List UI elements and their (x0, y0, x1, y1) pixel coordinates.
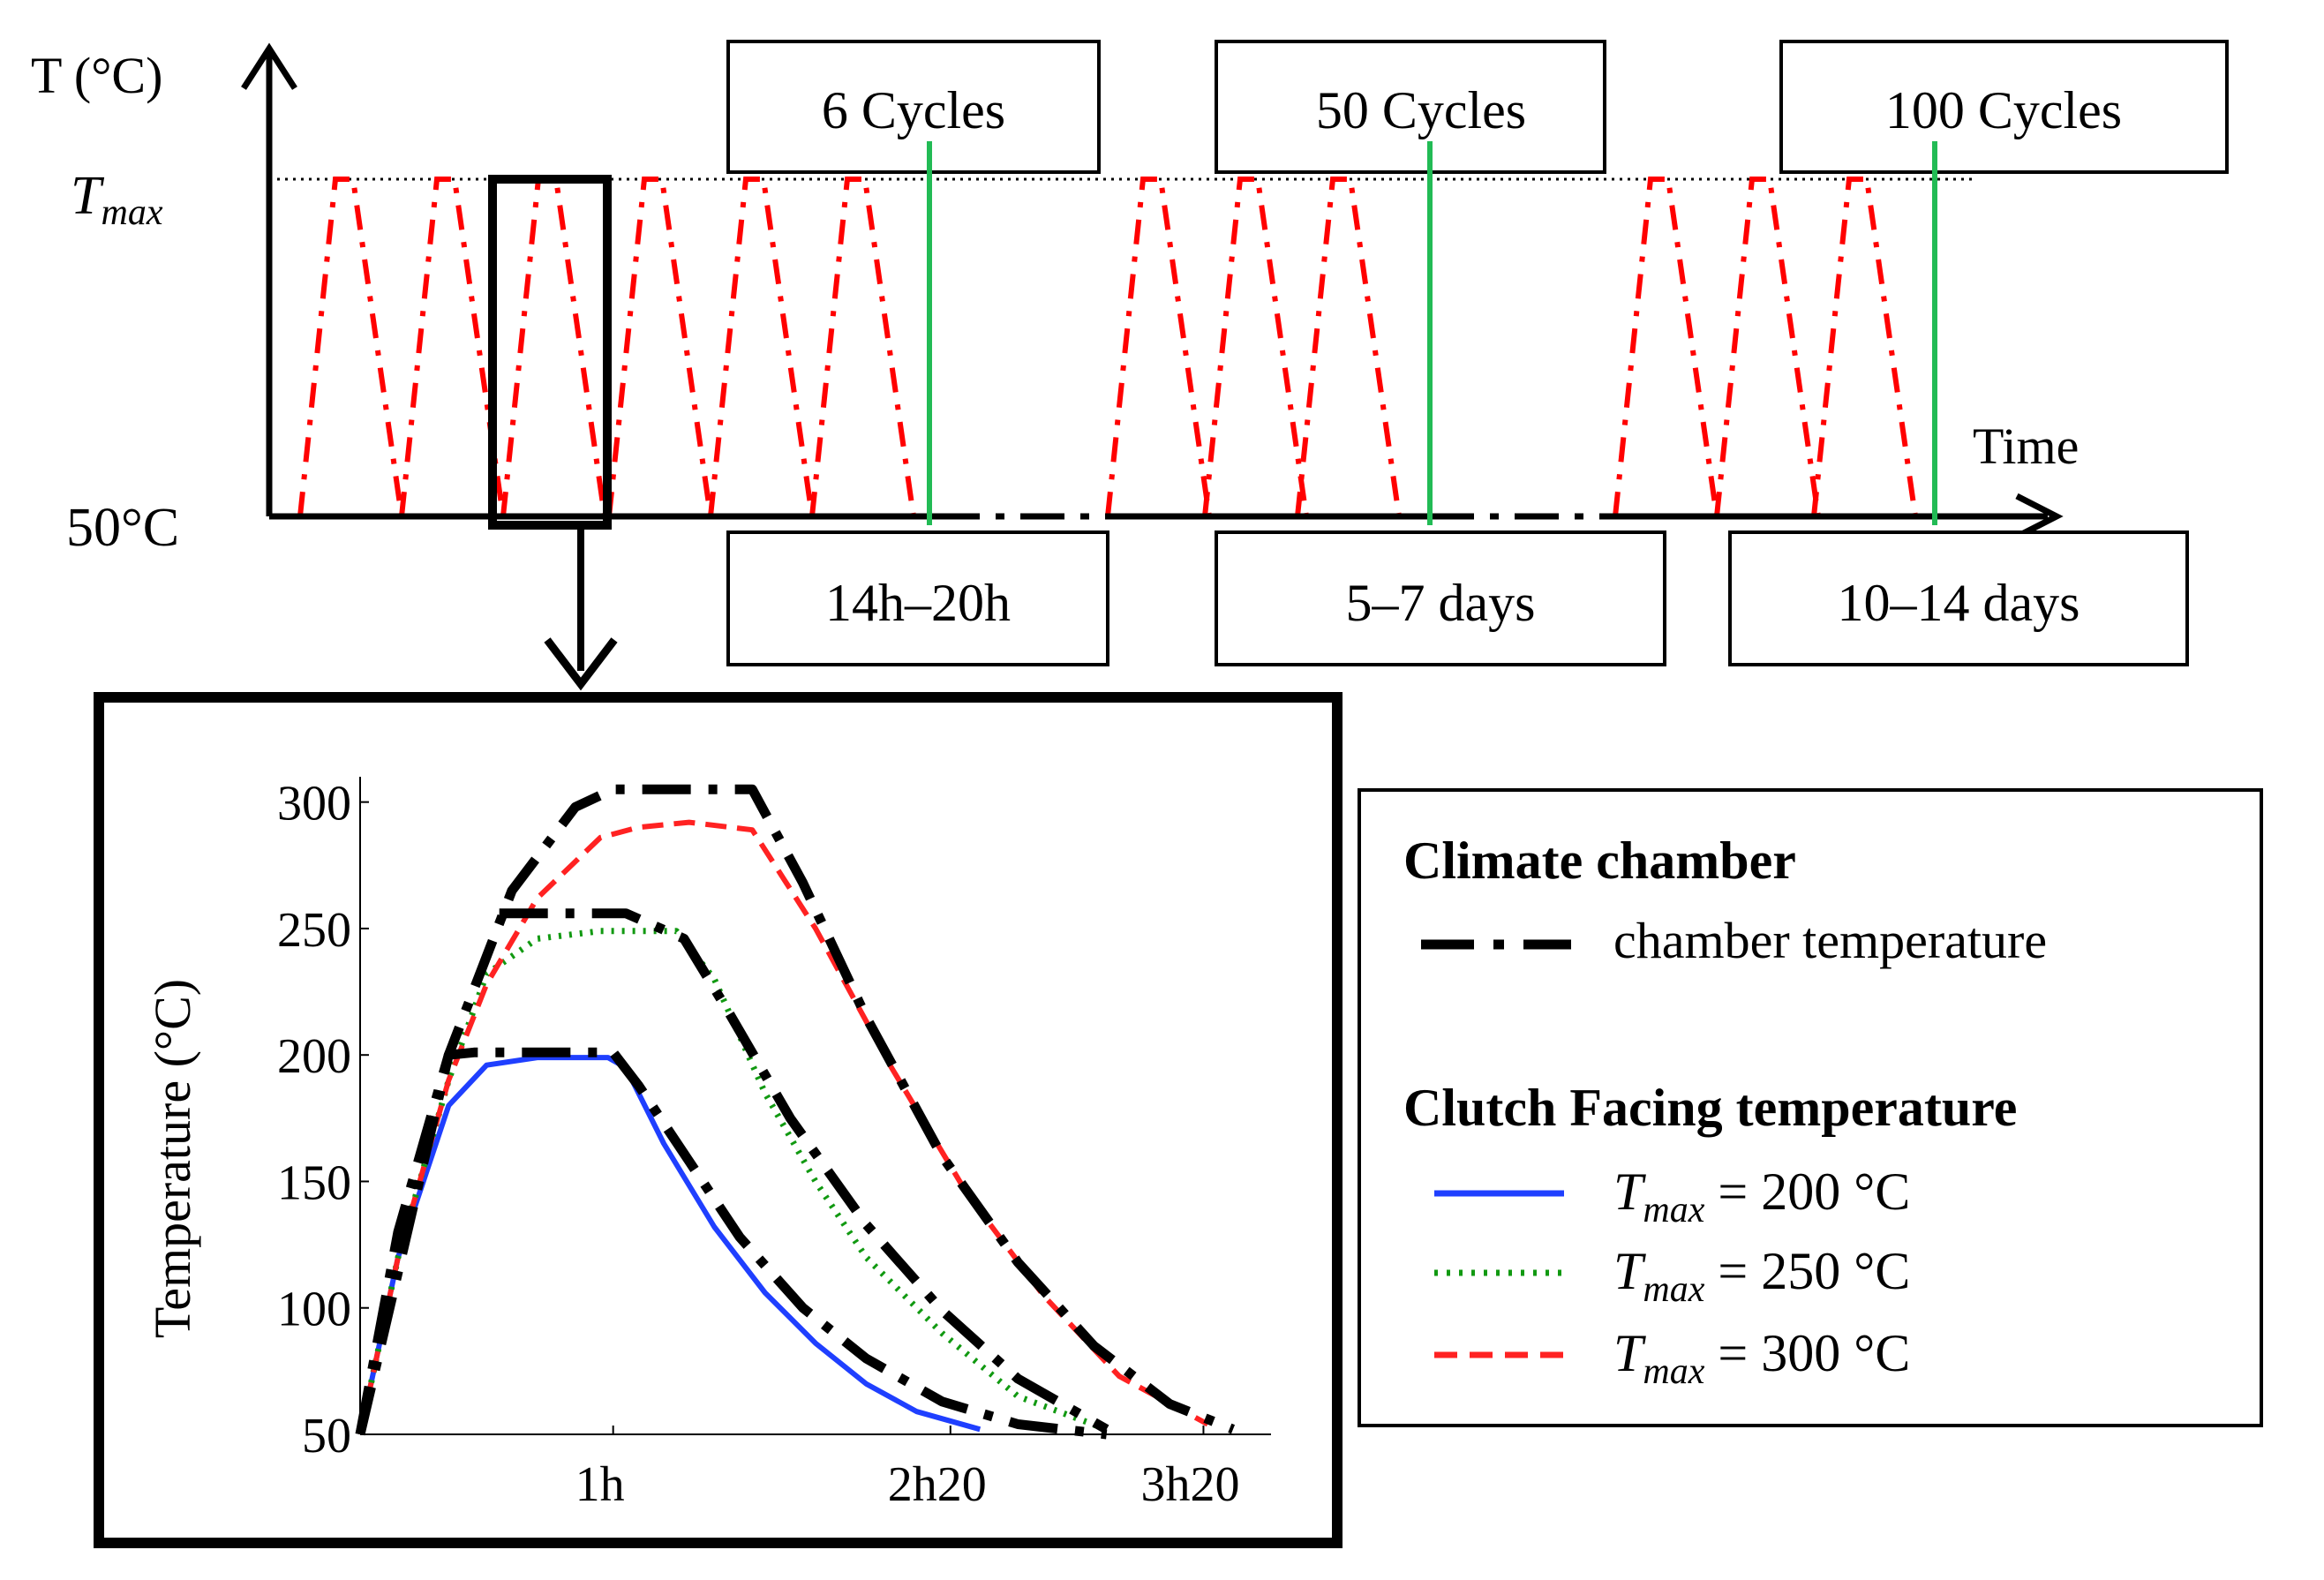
thermal-cycle-trace (1811, 177, 1918, 517)
legend-frame (1358, 788, 2263, 1427)
thermal-cycle-trace (297, 177, 404, 517)
top-y-axis-label: T (°C) (31, 47, 162, 104)
temperature-chart: 50 100 150 200 250 300 1h 2h20 3h20 Temperature (… (144, 777, 1271, 1512)
top-y-axis-arrow-icon (241, 42, 297, 90)
duration-box-label: 14h–20h (825, 574, 1011, 632)
x-tick-label: 3h20 (1140, 1457, 1239, 1512)
duration-box-label: 10–14 days (1838, 574, 2080, 632)
y-tick-label: 300 (277, 777, 351, 831)
thermal-cycle-trace (1202, 177, 1309, 517)
zoom-highlight-box (488, 175, 612, 530)
y-tick-label: 250 (277, 903, 351, 958)
duration-box-6: 14h–20h (726, 530, 1109, 666)
cycle-box-label: 100 Cycles (1885, 81, 2122, 139)
legend-entry-300: Tmax = 300 °C (1613, 1324, 1910, 1392)
legend-chamber-label: chamber temperature (1613, 912, 2047, 969)
cycle-schedule-diagram: T (°C) Tmax 50°C Time 6 Cycles 50 Cycles… (31, 40, 2229, 691)
thermal-cycle-trace (1105, 177, 1212, 517)
cycle-box-100: 100 Cycles (1779, 40, 2229, 174)
legend-group2-title: Clutch Facing temperature (1403, 1079, 2017, 1137)
y-tick-label: 100 (277, 1283, 351, 1337)
y-tick-label: 50 (302, 1409, 351, 1463)
cycle-box-50: 50 Cycles (1215, 40, 1606, 174)
y-tick-label: 200 (277, 1029, 351, 1084)
duration-box-100: 10–14 days (1728, 530, 2189, 666)
thermal-cycle-trace (399, 177, 506, 517)
thermal-cycle-trace (606, 177, 713, 517)
tmax-label: Tmax (71, 166, 163, 233)
chart-y-axis-label: Temperature (°C) (144, 979, 201, 1338)
legend: Climate chamber chamber temperature Clut… (1358, 788, 2263, 1427)
cycle-box-label: 50 Cycles (1316, 81, 1526, 139)
y-tick-label: 150 (277, 1155, 351, 1210)
thermal-cycle-trace (500, 177, 607, 517)
thermal-cycle-trace (708, 177, 815, 517)
cycle-box-label: 6 Cycles (822, 81, 1005, 139)
cycle-box-6: 6 Cycles (726, 40, 1101, 174)
top-x-axis-label: Time (1973, 418, 2079, 475)
thermal-cycle-trace (1714, 177, 1821, 517)
top-x-axis-arrow-icon (2015, 493, 2064, 540)
x-tick-label: 1h (575, 1457, 625, 1512)
series-line-0 (357, 1055, 981, 1435)
thermal-cycle-trace (1613, 177, 1719, 517)
thermal-cycle-traces (297, 177, 1918, 517)
thermal-cycle-trace (1295, 177, 1402, 517)
zoom-arrow-icon (544, 637, 618, 691)
series-line-5 (355, 784, 1236, 1436)
legend-group1-title: Climate chamber (1403, 831, 1796, 890)
legend-entry-250: Tmax = 250 °C (1613, 1242, 1910, 1310)
legend-entry-200: Tmax = 200 °C (1613, 1162, 1910, 1230)
baseline-label: 50°C (66, 498, 179, 558)
zoom-chart-frame (94, 692, 1343, 1548)
x-tick-label: 2h20 (888, 1457, 987, 1512)
duration-box-50: 5–7 days (1215, 530, 1666, 666)
duration-box-label: 5–7 days (1346, 574, 1536, 632)
thermal-cycle-trace (809, 177, 916, 517)
series-line-4 (499, 908, 1109, 1434)
